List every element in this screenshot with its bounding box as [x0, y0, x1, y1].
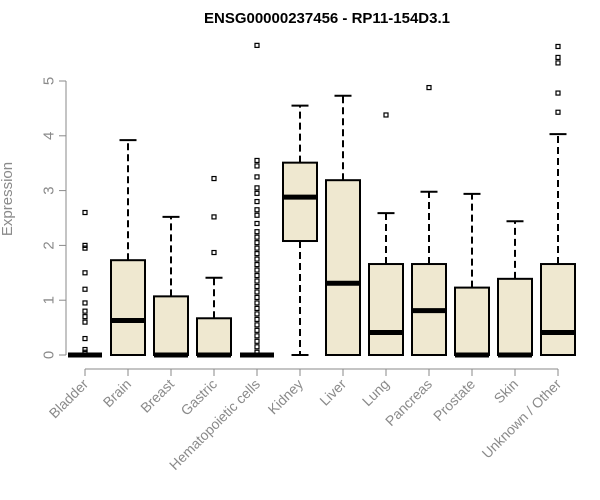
outlier-point	[555, 109, 561, 115]
outlier-point	[254, 289, 260, 295]
y-axis-label: Expression	[0, 162, 16, 236]
outlier-point	[254, 283, 260, 290]
y-tick-label: 0	[41, 351, 58, 359]
outlier-point	[82, 335, 88, 342]
outlier-point	[383, 112, 389, 118]
outlier-point	[82, 308, 88, 314]
outlier-point	[254, 220, 260, 227]
box-body	[325, 179, 361, 356]
box-brain	[110, 139, 146, 357]
box-gastric	[196, 175, 232, 358]
outlier-point	[254, 234, 260, 240]
outlier-point	[254, 207, 260, 213]
outlier-point	[254, 272, 260, 279]
outlier-point	[254, 229, 260, 235]
box-body	[153, 295, 189, 357]
outlier-point	[254, 305, 260, 312]
outlier-point	[254, 157, 260, 164]
outlier-point	[254, 349, 260, 355]
x-tick-label: Kidney	[265, 376, 307, 418]
x-tick-label: Brain	[100, 376, 134, 410]
outlier-point	[82, 209, 88, 216]
outlier-point	[254, 198, 260, 205]
outlier-point	[82, 346, 88, 353]
plot-area	[68, 42, 576, 358]
outlier-point	[254, 251, 260, 257]
box-bladder	[68, 209, 102, 358]
outlier-point	[254, 344, 260, 350]
outlier-point	[82, 286, 88, 292]
x-tick-label: Skin	[491, 376, 522, 407]
outlier-point	[254, 327, 260, 333]
y-tick-label: 2	[41, 241, 58, 249]
outlier-point	[82, 300, 88, 306]
x-tick-label: Bladder	[46, 376, 92, 422]
box-body	[282, 161, 318, 243]
box-body	[368, 263, 404, 357]
outlier-point	[254, 190, 260, 196]
box-liver	[325, 94, 361, 356]
outlier-point	[254, 163, 260, 169]
outlier-point	[254, 300, 260, 306]
x-tick-label: Prostate	[430, 376, 478, 424]
outlier-point	[254, 311, 260, 317]
outlier-point	[254, 212, 260, 218]
box-lung	[368, 112, 404, 357]
box-prostate	[454, 192, 490, 358]
outlier-point	[211, 175, 217, 182]
box-body	[540, 263, 576, 357]
outlier-point	[211, 214, 217, 220]
x-tick-label: Liver	[316, 376, 349, 409]
outlier-point	[254, 322, 260, 328]
chart-title: ENSG00000237456 - RP11-154D3.1	[204, 10, 450, 27]
box-kidney	[282, 104, 318, 356]
outlier-point	[254, 185, 260, 191]
y-tick-label: 3	[41, 186, 58, 194]
outlier-point	[555, 60, 561, 66]
box-unknown-other	[540, 43, 576, 357]
outlier-point	[555, 43, 561, 50]
outlier-point	[254, 174, 260, 180]
outlier-point	[555, 54, 561, 61]
outlier-point	[82, 314, 88, 320]
box-breast	[153, 215, 189, 358]
box-skin	[497, 220, 533, 358]
outlier-point	[426, 84, 432, 91]
outlier-point	[254, 240, 260, 246]
y-tick-label: 1	[41, 296, 58, 304]
box-body	[110, 259, 146, 357]
outlier-point	[211, 249, 217, 256]
outlier-point	[254, 333, 260, 339]
outlier-point	[82, 270, 88, 276]
outlier-point	[82, 319, 88, 325]
outlier-point	[254, 261, 260, 268]
outlier-point	[82, 245, 88, 251]
outlier-point	[254, 338, 260, 344]
x-tick-label: Pancreas	[382, 376, 435, 429]
outlier-point	[254, 256, 260, 262]
box-hematopoietic-cells	[240, 42, 274, 358]
outlier-point	[254, 267, 260, 273]
box-body	[196, 317, 232, 356]
x-tick-label: Gastric	[177, 376, 220, 419]
outlier-point	[82, 349, 88, 355]
box-body	[454, 286, 490, 357]
x-tick-label: Lung	[359, 376, 392, 409]
outlier-point	[82, 242, 88, 248]
outlier-point	[254, 316, 260, 322]
box-body	[497, 277, 533, 356]
outlier-point	[555, 90, 561, 96]
x-tick-label: Breast	[137, 376, 177, 416]
outlier-point	[254, 278, 260, 284]
y-tick-label: 4	[41, 132, 58, 140]
box-pancreas	[411, 84, 447, 357]
outlier-point	[254, 245, 260, 251]
x-tick-label: Unknown / Other	[479, 376, 565, 462]
y-tick-label: 5	[41, 77, 58, 85]
outlier-point	[254, 42, 260, 48]
outlier-point	[254, 294, 260, 301]
